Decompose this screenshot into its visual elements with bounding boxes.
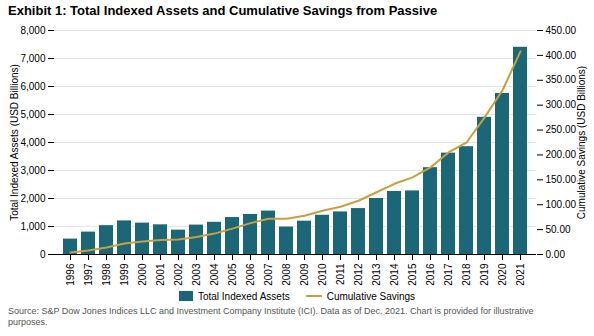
svg-text:7,000: 7,000 — [20, 53, 45, 64]
svg-text:2010: 2010 — [317, 263, 328, 286]
svg-text:2001: 2001 — [155, 263, 166, 286]
svg-text:2007: 2007 — [263, 263, 274, 286]
svg-text:Total Indexed Assets (USD Bill: Total Indexed Assets (USD Billions) — [9, 64, 20, 221]
svg-text:2003: 2003 — [191, 263, 202, 286]
svg-text:2005: 2005 — [227, 263, 238, 286]
svg-text:2013: 2013 — [371, 263, 382, 286]
html-text:Total Indexed Assets: Total Indexed Assets — [197, 290, 290, 302]
svg-text:150.00: 150.00 — [546, 174, 577, 185]
svg-text:2004: 2004 — [209, 263, 220, 286]
svg-text:1996: 1996 — [65, 263, 76, 286]
svg-text:2017: 2017 — [443, 263, 454, 286]
svg-text:2020: 2020 — [497, 263, 508, 286]
svg-text:3,000: 3,000 — [20, 165, 45, 176]
svg-text:2008: 2008 — [281, 263, 292, 286]
svg-text:2016: 2016 — [425, 263, 436, 286]
html-text:Source: S&P Dow Jones Indices: Source: S&P Dow Jones Indices LLC and In… — [8, 306, 534, 327]
svg-text:400.00: 400.00 — [546, 50, 577, 61]
svg-text:50.00: 50.00 — [546, 224, 571, 235]
svg-text:450.00: 450.00 — [546, 25, 577, 36]
svg-text:250.00: 250.00 — [546, 124, 577, 135]
svg-text:300.00: 300.00 — [546, 99, 577, 110]
svg-text:4,000: 4,000 — [20, 137, 45, 148]
svg-text:2011: 2011 — [335, 263, 346, 285]
svg-text:2,000: 2,000 — [20, 193, 45, 204]
svg-text:1998: 1998 — [101, 263, 112, 286]
svg-text:1,000: 1,000 — [20, 221, 45, 232]
svg-text:2012: 2012 — [353, 263, 364, 286]
svg-text:2006: 2006 — [245, 263, 256, 286]
svg-text:2002: 2002 — [173, 263, 184, 286]
svg-text:8,000: 8,000 — [20, 25, 45, 36]
svg-text:1999: 1999 — [119, 263, 130, 286]
svg-text:6,000: 6,000 — [20, 81, 45, 92]
svg-text:2018: 2018 — [461, 263, 472, 286]
svg-text:1997: 1997 — [83, 263, 94, 286]
svg-text:2000: 2000 — [137, 263, 148, 286]
svg-text:2019: 2019 — [479, 263, 490, 286]
svg-text:2014: 2014 — [389, 263, 400, 286]
svg-text:2015: 2015 — [407, 263, 418, 286]
html-text:Exhibit 1: Total Indexed Asset: Exhibit 1: Total Indexed Assets and Cumu… — [8, 3, 438, 18]
svg-text:Cumulative Savings (USD Billio: Cumulative Savings (USD Billions) — [576, 66, 587, 219]
svg-text:2009: 2009 — [299, 263, 310, 286]
svg-text:0.00: 0.00 — [546, 249, 566, 260]
svg-text:350.00: 350.00 — [546, 74, 577, 85]
svg-text:100.00: 100.00 — [546, 199, 577, 210]
svg-text:5,000: 5,000 — [20, 109, 45, 120]
html-text:Cumulative Savings: Cumulative Savings — [326, 290, 415, 302]
svg-text:0: 0 — [40, 249, 46, 260]
svg-text:200.00: 200.00 — [546, 149, 577, 160]
svg-text:2021: 2021 — [515, 263, 526, 286]
